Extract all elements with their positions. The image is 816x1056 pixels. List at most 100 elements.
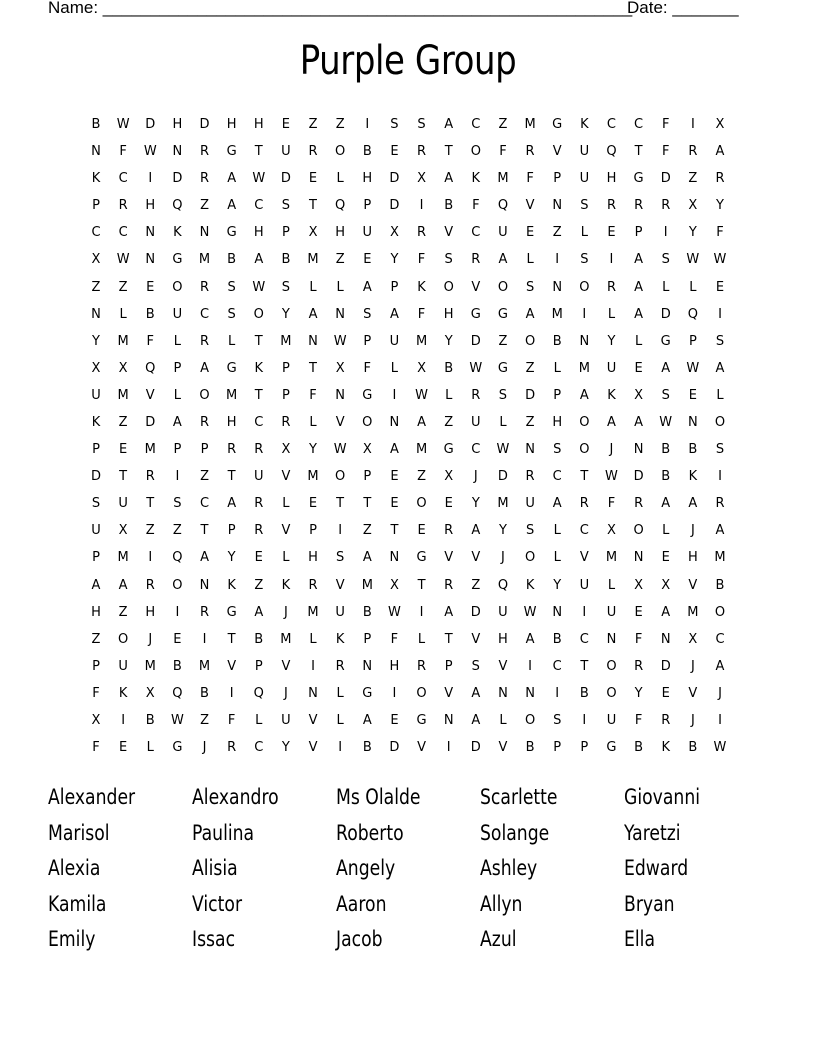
grid-letter: H (172, 117, 183, 132)
grid-letter: B (525, 740, 535, 756)
grid-letter: P (173, 360, 182, 376)
grid-letter: N (145, 225, 156, 241)
grid-letter: A (389, 306, 399, 322)
grid-letter: Z (417, 469, 426, 485)
grid-letter: X (444, 469, 454, 485)
grid-letter: E (661, 685, 670, 701)
grid-letter: R (199, 604, 210, 620)
grid-letter: B (172, 658, 182, 674)
grid-letter: I (419, 604, 424, 620)
grid-letter: X (688, 198, 698, 214)
grid-letter: K (173, 225, 182, 241)
grid-letter: M (524, 117, 536, 132)
grid-letter: O (524, 550, 536, 566)
grid-letter: A (715, 144, 725, 160)
grid-letter: R (634, 496, 644, 512)
grid-letter: Z (552, 225, 562, 241)
grid-letter: B (579, 685, 589, 701)
grid-letter: B (688, 740, 698, 756)
grid-letter: I (338, 523, 343, 539)
grid-letter: O (199, 387, 210, 403)
grid-letter: I (609, 252, 614, 268)
grid-letter: T (634, 144, 643, 160)
word-list-item: Paulina (192, 820, 255, 845)
grid-letter: A (200, 550, 209, 566)
grid-letter: I (690, 117, 695, 132)
grid-letter: W (686, 360, 700, 376)
grid-letter: X (281, 442, 291, 458)
grid-letter: D (660, 171, 671, 187)
grid-letter: E (634, 360, 643, 376)
grid-letter: A (498, 252, 508, 268)
grid-letter: N (498, 685, 508, 701)
grid-letter: S (715, 333, 725, 349)
grid-letter: I (419, 198, 424, 214)
grid-letter: A (362, 550, 372, 566)
grid-letter: W (713, 740, 727, 756)
grid-letter: Y (281, 306, 290, 322)
grid-letter: A (715, 658, 725, 674)
grid-letter: X (91, 360, 101, 376)
grid-letter: X (91, 252, 101, 268)
grid-letter: A (91, 577, 101, 593)
grid-letter: R (444, 577, 454, 593)
grid-letter: R (199, 279, 210, 295)
grid-letter: A (172, 414, 182, 430)
grid-letter: T (227, 469, 236, 485)
grid-letter: P (553, 171, 562, 187)
grid-letter: Z (471, 577, 481, 593)
grid-letter: R (525, 469, 535, 485)
grid-letter: L (607, 306, 616, 322)
grid-letter: H (253, 225, 264, 241)
grid-letter: M (280, 333, 292, 349)
grid-letter: R (471, 387, 481, 403)
grid-letter: D (497, 469, 508, 485)
grid-letter: X (118, 360, 128, 376)
grid-letter: J (609, 442, 614, 458)
grid-letter: N (172, 144, 183, 160)
grid-letter: G (660, 333, 671, 349)
grid-letter: A (661, 604, 671, 620)
grid-letter: V (335, 577, 345, 593)
grid-letter: I (148, 171, 153, 187)
grid-letter: N (389, 414, 400, 430)
grid-letter: P (281, 387, 290, 403)
date-field[interactable]: Date: _______ (627, 0, 739, 17)
grid-letter: Y (634, 685, 643, 701)
grid-letter: X (417, 171, 426, 187)
grid-letter: C (254, 198, 264, 214)
grid-letter: F (309, 387, 317, 403)
grid-letter: T (444, 631, 453, 647)
grid-letter: R (715, 496, 725, 512)
word-list-item: Scarlette (480, 785, 558, 809)
grid-letter: Z (498, 333, 508, 349)
grid-letter: A (227, 171, 237, 187)
grid-letter: W (415, 387, 428, 403)
grid-letter: C (579, 631, 589, 647)
grid-letter: Q (497, 198, 509, 214)
grid-letter: Z (145, 523, 155, 539)
grid-letter: A (715, 523, 725, 539)
grid-letter: D (389, 740, 400, 756)
grid-letter: E (308, 496, 318, 512)
grid-letter: V (308, 712, 318, 728)
grid-letter: K (607, 387, 616, 403)
grid-letter: F (390, 631, 399, 647)
name-field[interactable]: Name: __________________________________… (48, 0, 633, 17)
grid-letter: M (117, 333, 129, 349)
grid-letter: B (661, 442, 671, 458)
grid-letter: Z (308, 117, 318, 132)
grid-letter: K (417, 279, 426, 295)
word-list-item: Roberto (336, 820, 404, 845)
grid-letter: J (202, 740, 207, 756)
grid-letter: O (416, 496, 427, 512)
word-list-item: Edward (624, 856, 689, 880)
grid-letter: V (417, 740, 426, 756)
grid-letter: G (172, 740, 183, 756)
grid-letter: N (362, 658, 373, 674)
grid-letter: Y (227, 550, 236, 566)
grid-letter: K (335, 631, 345, 647)
grid-letter: L (553, 523, 561, 539)
grid-letter: V (498, 740, 508, 756)
grid-letter: E (363, 252, 372, 268)
